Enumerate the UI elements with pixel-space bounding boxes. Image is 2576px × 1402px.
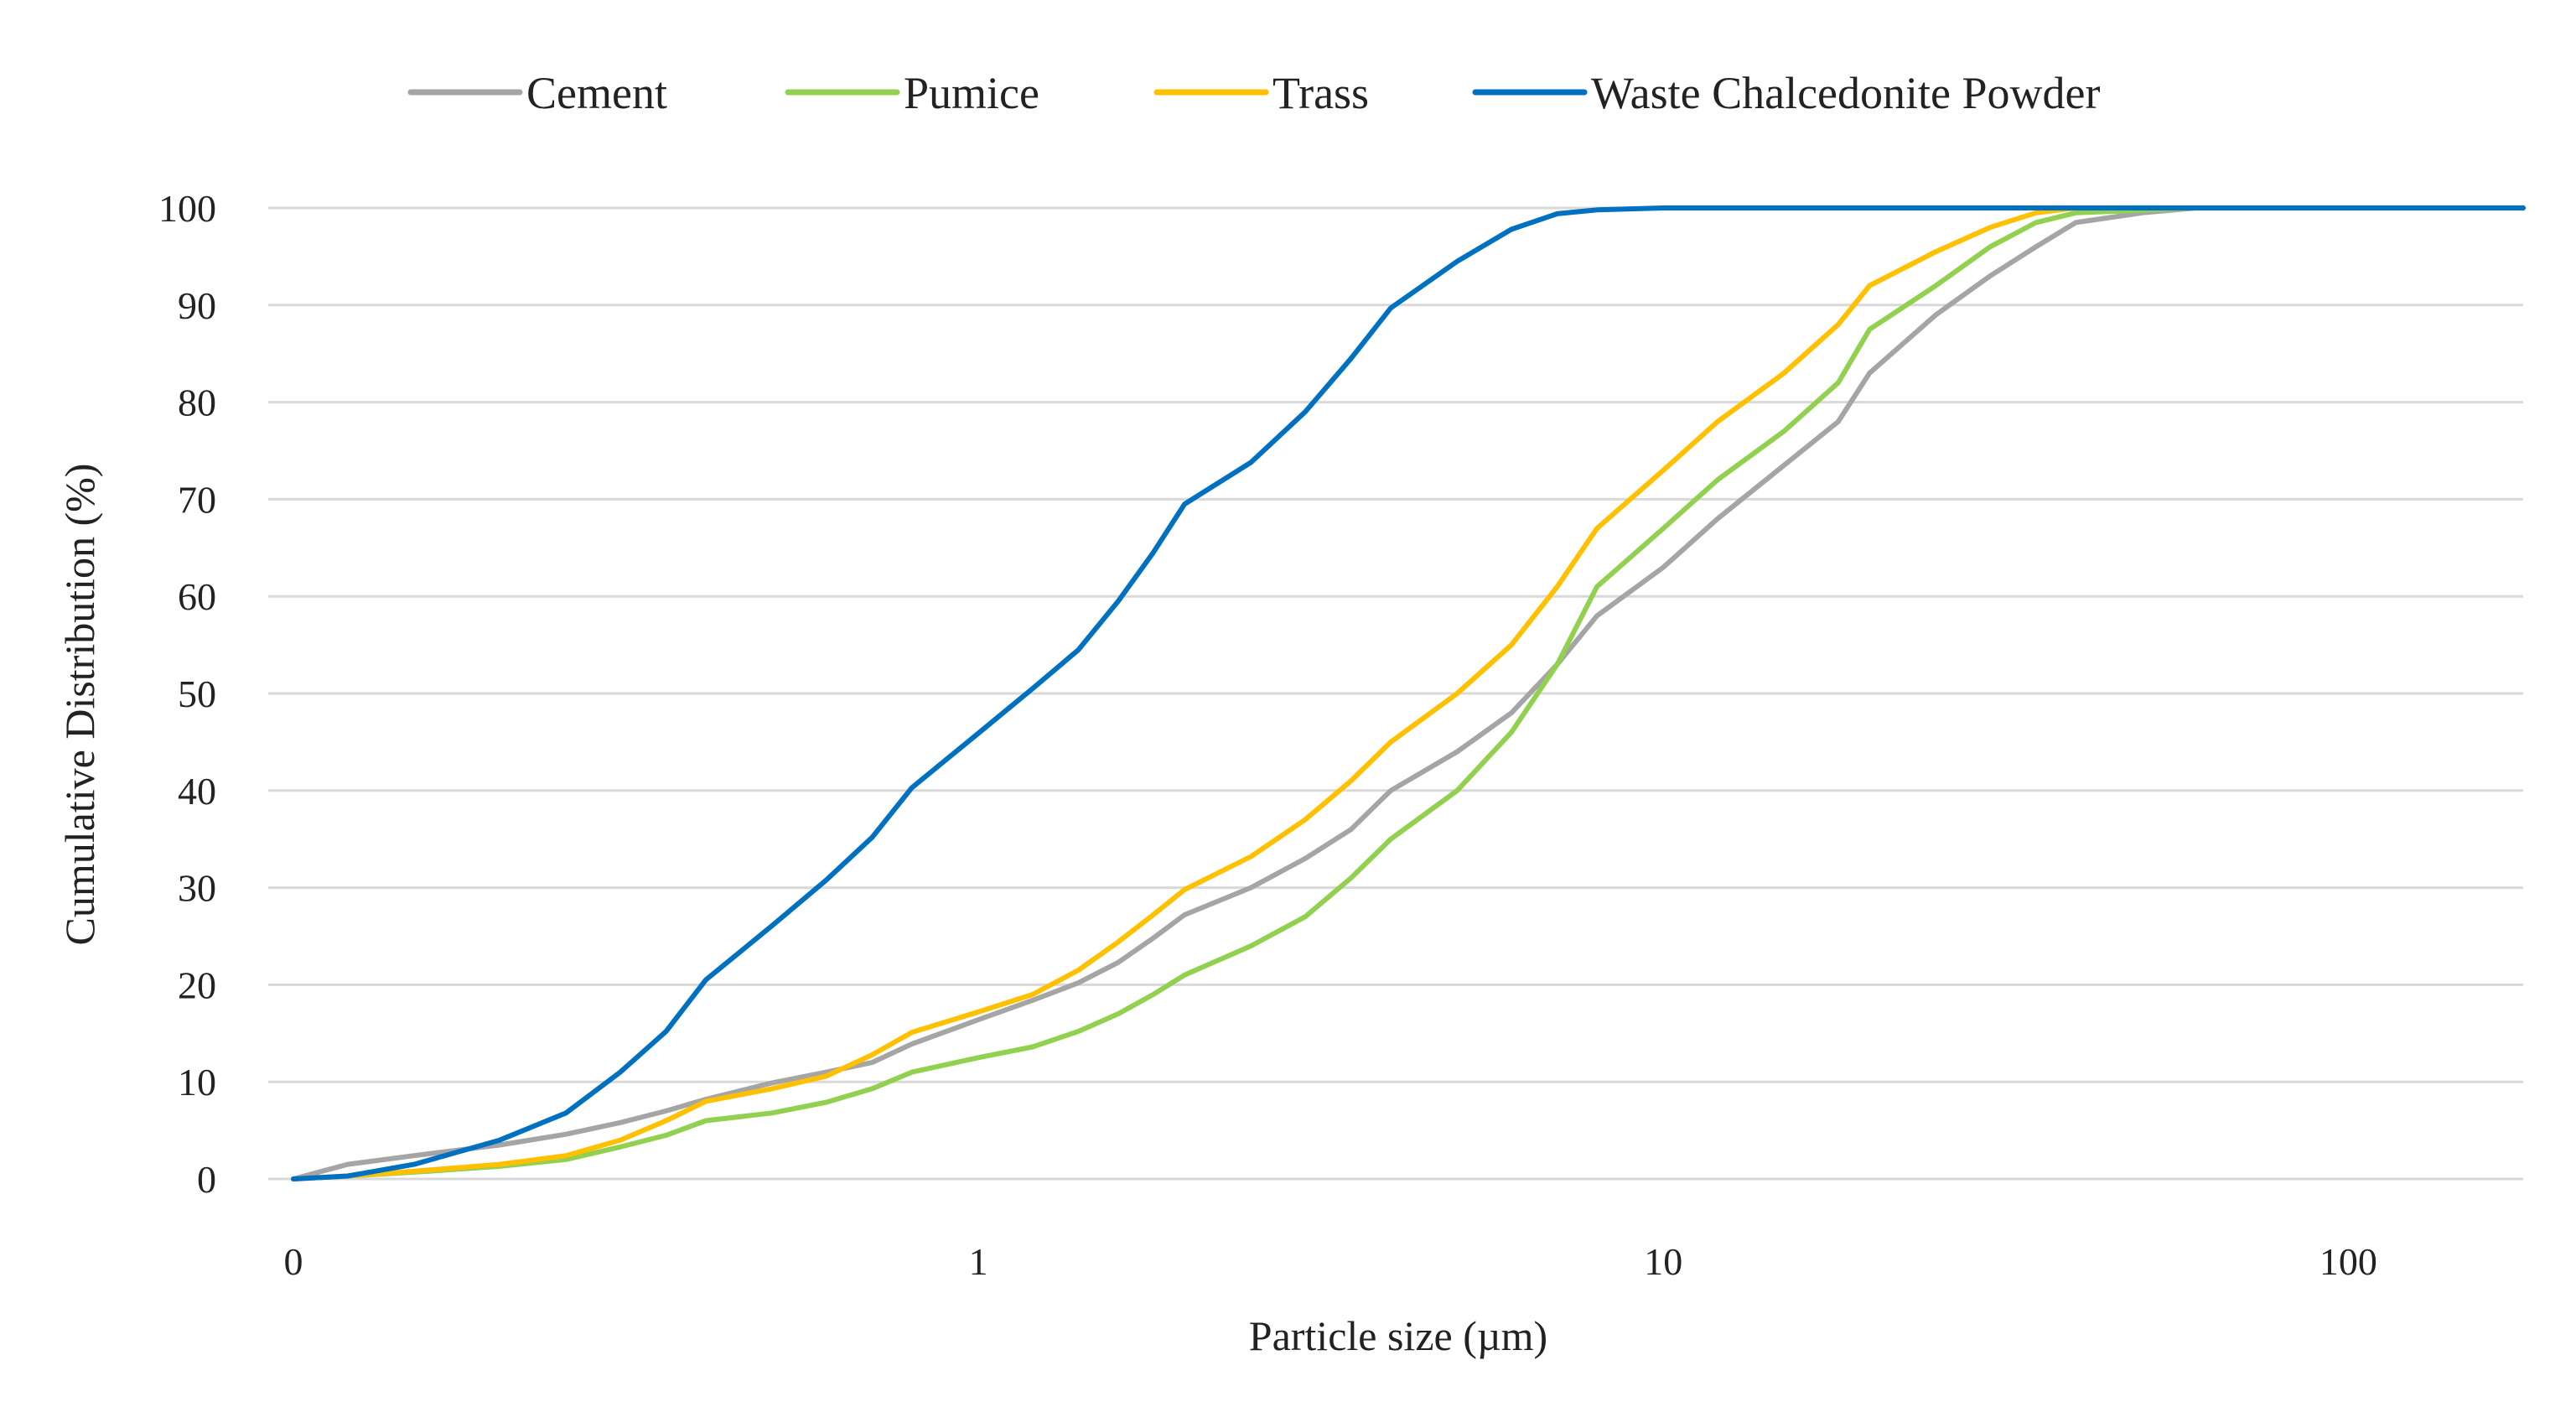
- x-tick-label: 1: [969, 1240, 988, 1283]
- y-tick-label: 20: [178, 963, 216, 1006]
- y-tick-label: 0: [197, 1158, 216, 1201]
- y-tick-label: 70: [178, 478, 216, 521]
- y-tick-label: 10: [178, 1061, 216, 1103]
- legend-label-waste-chalcedonite-powder: Waste Chalcedonite Powder: [1591, 68, 2100, 118]
- y-axis-ticks: 0 10 20 30 40 50 60 70 80 90 100: [158, 187, 216, 1201]
- y-tick-label: 60: [178, 575, 216, 618]
- legend-label-cement: Cement: [526, 68, 667, 118]
- legend-label-pumice: Pumice: [904, 68, 1039, 118]
- y-tick-label: 80: [178, 382, 216, 424]
- y-axis-title: Cumulative Distribution (%): [56, 464, 103, 946]
- y-tick-label: 50: [178, 672, 216, 715]
- x-tick-label: 100: [2319, 1240, 2377, 1283]
- x-tick-label: 0: [284, 1240, 303, 1283]
- series-line-pumice: [291, 205, 2526, 1181]
- y-tick-label: 100: [158, 187, 216, 230]
- x-tick-label: 10: [1644, 1240, 1682, 1283]
- y-tick-label: 30: [178, 867, 216, 910]
- y-tick-label: 90: [178, 284, 216, 327]
- x-axis-title: Particle size (µm): [1249, 1312, 1547, 1359]
- series-layer: [291, 205, 2526, 1181]
- legend: Cement Pumice Trass Waste Chalcedonite Powd…: [407, 68, 2100, 118]
- series-line-trass: [291, 205, 2526, 1181]
- series-line-cement: [291, 205, 2526, 1181]
- gridlines: [268, 206, 2523, 1181]
- series-line-waste-chalcedonite-powder: [291, 205, 2526, 1181]
- legend-label-trass: Trass: [1272, 68, 1369, 118]
- x-axis-ticks: 0 1 10 100: [284, 1240, 2377, 1283]
- y-tick-label: 40: [178, 770, 216, 813]
